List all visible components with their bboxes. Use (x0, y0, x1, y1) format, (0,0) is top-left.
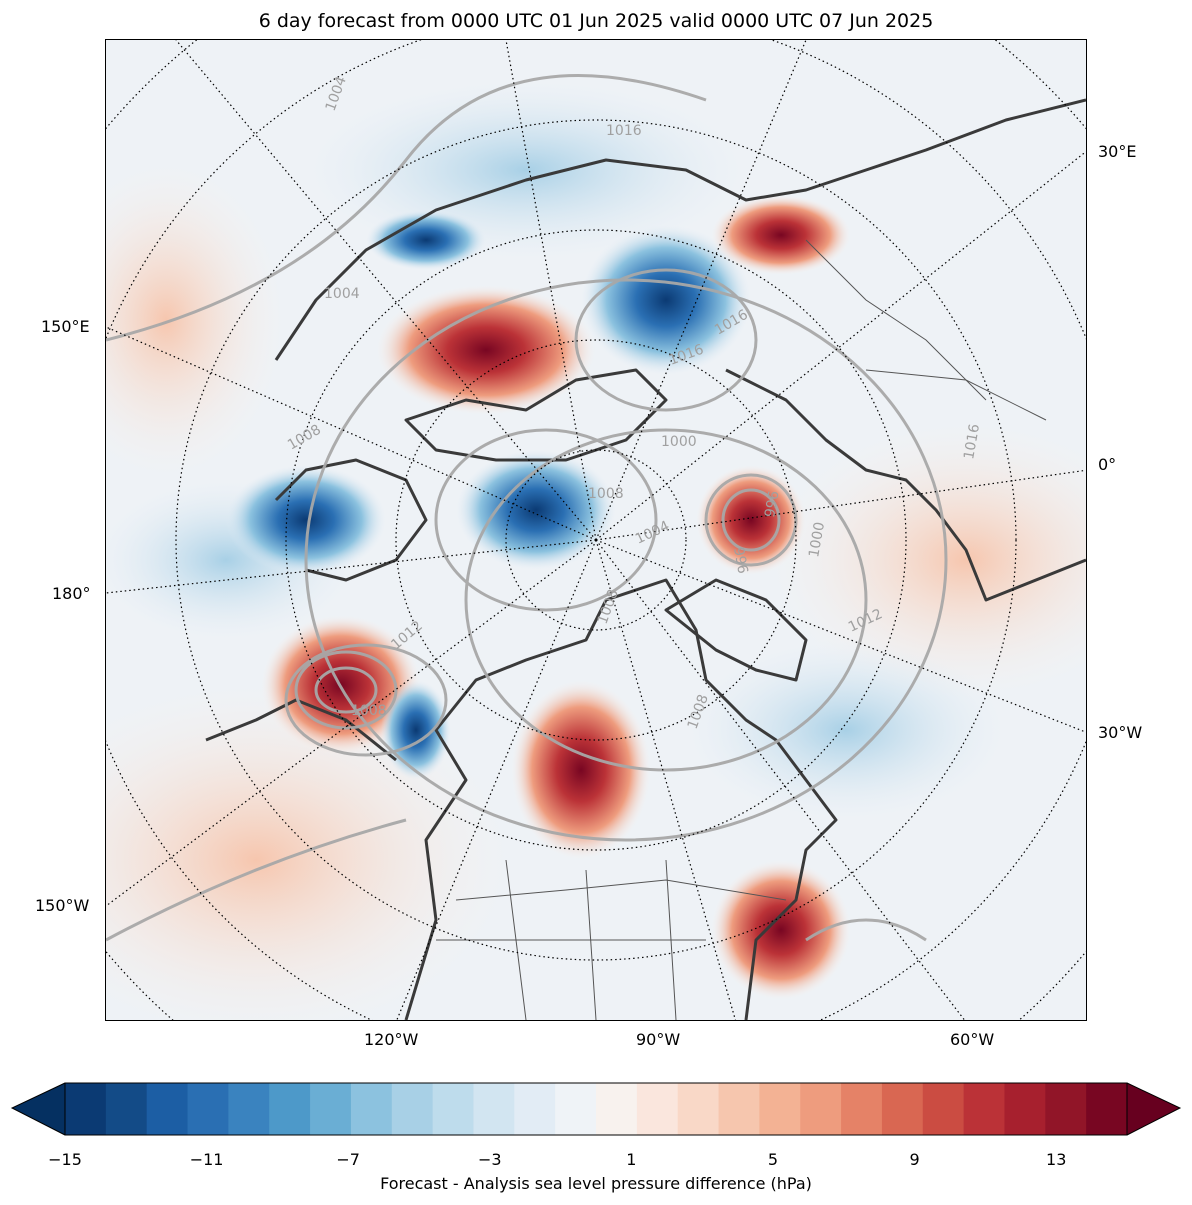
colorbar-segment (228, 1083, 270, 1135)
colorbar-tick-label: −11 (189, 1150, 224, 1169)
colorbar-tick-label: −3 (478, 1150, 502, 1169)
isobar-label: 1008 (351, 703, 387, 719)
colorbar-tick-label: −7 (336, 1150, 360, 1169)
colorbar-segment (636, 1083, 679, 1135)
isobar-label: 1000 (661, 434, 697, 450)
lon-label-120w: 120°W (364, 1030, 419, 1049)
pressure-difference-map: 1004 1004 1008 1016 1016 1016 1000 1008 … (106, 40, 1086, 1020)
isobar-labels: 1004 1004 1008 1016 1016 1016 1000 1008 … (285, 74, 983, 731)
colorbar-tick-label: 5 (767, 1150, 779, 1169)
colorbar-segment (514, 1083, 556, 1135)
map-title: 6 day forecast from 0000 UTC 01 Jun 2025… (258, 10, 934, 32)
lon-label-60w: 60°W (950, 1030, 995, 1049)
isobar-label: 1008 (588, 486, 624, 502)
colorbar-segment (187, 1083, 229, 1135)
graticule (106, 40, 1086, 1020)
colorbar-label: Forecast - Analysis sea level pressure d… (380, 1174, 812, 1193)
colorbar-segment (1004, 1083, 1046, 1135)
colorbar-segment (922, 1083, 965, 1135)
isobar-label: 1016 (961, 423, 983, 461)
colorbar-extend-low (12, 1083, 65, 1135)
isobar-label: 1004 (324, 286, 360, 302)
colorbar-extend-high (1127, 1083, 1180, 1135)
anomaly-atlantic-positive (711, 860, 851, 1000)
isobar-label: 996 (730, 546, 750, 575)
anomaly-greenland-sea-positive (696, 465, 806, 575)
colorbar-segment (269, 1083, 311, 1135)
colorbar-segment (1045, 1083, 1087, 1135)
colorbar-segment (350, 1083, 393, 1135)
lon-label-180: 180° (52, 584, 91, 603)
isobar-label: 996 (762, 490, 782, 519)
colorbar (10, 1082, 1182, 1136)
anomaly-canada-positive (511, 680, 651, 860)
lon-label-30w: 30°W (1098, 723, 1143, 742)
colorbar-segment (881, 1083, 924, 1135)
colorbar-tick-label: 13 (1046, 1150, 1067, 1169)
colorbar-segment (473, 1083, 515, 1135)
colorbar-segment (146, 1083, 189, 1135)
colorbar-tick-label: 1 (626, 1150, 637, 1169)
colorbar-tick-label: −15 (48, 1150, 82, 1169)
colorbar-segment (105, 1083, 148, 1135)
isobars (106, 74, 948, 942)
colorbar-segment (391, 1083, 434, 1135)
anomaly-siberia-positive (376, 285, 596, 415)
lon-label-150w: 150°W (35, 896, 90, 915)
colorbar-segment (677, 1083, 720, 1135)
colorbar-segment (555, 1083, 597, 1135)
colorbar-segment (432, 1083, 474, 1135)
coastlines (205, 98, 1086, 1020)
colorbar-segment (718, 1083, 760, 1135)
lon-label-30e: 30°E (1098, 142, 1137, 161)
anomaly-kara-negative (581, 225, 751, 375)
colorbar-segment (310, 1083, 352, 1135)
colorbar-segment (800, 1083, 842, 1135)
isobar-label: 1016 (606, 123, 642, 139)
lon-label-90w: 90°W (636, 1030, 681, 1049)
colorbar-tick-label: 9 (909, 1150, 920, 1169)
colorbar-segment (596, 1083, 638, 1135)
anomaly-arctic-negative (456, 450, 616, 570)
political-borders (436, 239, 1047, 1020)
colorbar-segment (963, 1083, 1005, 1135)
map-panel[interactable]: 1004 1004 1008 1016 1016 1016 1000 1008 … (105, 39, 1087, 1021)
lon-label-0: 0° (1098, 455, 1117, 474)
lon-label-150e: 150°E (41, 317, 90, 336)
colorbar-segment (841, 1083, 883, 1135)
colorbar-segment (65, 1083, 107, 1135)
colorbar-segment (1086, 1083, 1128, 1135)
isobar-label: 1000 (806, 521, 828, 559)
colorbar-segment (759, 1083, 801, 1135)
